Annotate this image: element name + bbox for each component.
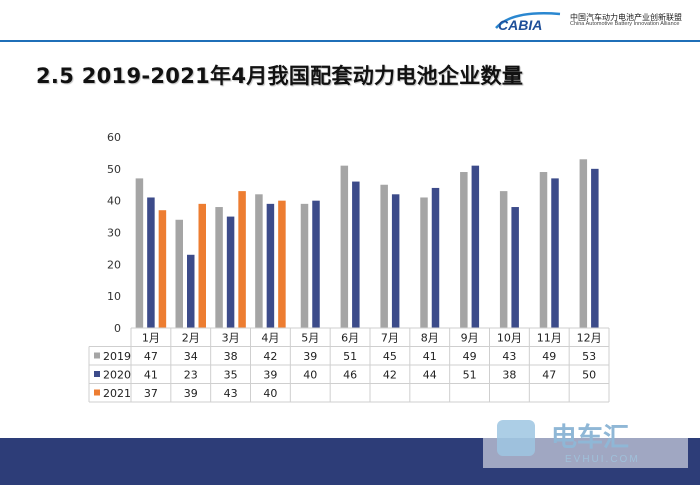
evhui-watermark: 电车汇 EVHUI.COM bbox=[483, 408, 688, 468]
data-label-2020-6月: 46 bbox=[343, 369, 357, 382]
bar-2020-7月 bbox=[391, 194, 400, 328]
legend-label-2021: 2021 bbox=[103, 387, 131, 400]
data-label-2019-1月: 47 bbox=[144, 350, 158, 363]
header-divider bbox=[0, 40, 700, 42]
data-label-2020-5月: 40 bbox=[303, 369, 317, 382]
bar-2019-4月 bbox=[255, 194, 263, 328]
y-tick-label: 40 bbox=[107, 195, 121, 208]
bar-2019-1月 bbox=[135, 178, 144, 328]
x-tick-label: 9月 bbox=[461, 332, 479, 345]
bar-2019-3月 bbox=[215, 207, 223, 328]
data-label-2020-4月: 39 bbox=[263, 369, 277, 382]
data-label-2019-3月: 38 bbox=[224, 350, 238, 363]
data-label-2019-9月: 49 bbox=[463, 350, 477, 363]
x-tick-label: 3月 bbox=[222, 332, 240, 345]
x-tick-label: 12月 bbox=[577, 332, 602, 345]
watermark-en: EVHUI.COM bbox=[565, 454, 640, 465]
x-tick-label: 5月 bbox=[301, 332, 319, 345]
bar-2019-5月 bbox=[300, 203, 309, 328]
bar-2019-8月 bbox=[420, 197, 428, 328]
data-label-2020-3月: 35 bbox=[224, 369, 238, 382]
x-tick-label: 4月 bbox=[261, 332, 279, 345]
data-label-2019-4月: 42 bbox=[263, 350, 277, 363]
bar-2019-12月 bbox=[579, 159, 588, 328]
bar-2020-10月 bbox=[511, 207, 519, 328]
x-tick-label: 6月 bbox=[341, 332, 359, 345]
y-tick-label: 30 bbox=[107, 227, 121, 240]
bar-2021-1月 bbox=[158, 210, 167, 328]
legend-swatch-2020 bbox=[94, 371, 100, 377]
bar-2019-9月 bbox=[460, 172, 468, 328]
bar-2020-5月 bbox=[312, 200, 320, 328]
y-tick-label: 60 bbox=[107, 131, 121, 144]
data-label-2019-8月: 41 bbox=[423, 350, 437, 363]
bar-2021-4月 bbox=[278, 200, 286, 328]
cabia-logo-mark: CABIA bbox=[492, 8, 564, 34]
bar-2019-11月 bbox=[539, 172, 548, 328]
bar-2020-6月 bbox=[352, 181, 360, 328]
bar-2020-9月 bbox=[471, 165, 480, 328]
bar-2020-11月 bbox=[551, 178, 559, 328]
bar-2019-6月 bbox=[340, 165, 349, 328]
bar-2020-3月 bbox=[226, 216, 235, 328]
cabia-logo: CABIA 中国汽车动力电池产业创新联盟 China Automotive Ba… bbox=[492, 8, 682, 34]
bar-2020-4月 bbox=[266, 203, 275, 328]
x-tick-label: 8月 bbox=[421, 332, 439, 345]
bar-2020-2月 bbox=[187, 254, 195, 328]
logo-chinese-name: 中国汽车动力电池产业创新联盟 bbox=[570, 12, 682, 22]
watermark-cn: 电车汇 bbox=[551, 422, 629, 453]
data-label-2019-7月: 45 bbox=[383, 350, 397, 363]
data-label-2020-11月: 47 bbox=[542, 369, 556, 382]
bar-2020-1月 bbox=[147, 197, 155, 328]
data-label-2021-2月: 39 bbox=[184, 387, 198, 400]
bar-2019-7月 bbox=[380, 184, 388, 328]
data-label-2020-1月: 41 bbox=[144, 369, 158, 382]
data-label-2021-3月: 43 bbox=[224, 387, 238, 400]
watermark-logo-icon bbox=[497, 420, 535, 456]
bar-2019-2月 bbox=[175, 219, 183, 328]
svg-text:CABIA: CABIA bbox=[498, 17, 542, 33]
data-label-2019-2月: 34 bbox=[184, 350, 198, 363]
bar-2021-2月 bbox=[198, 203, 206, 328]
logo-english-name: China Automotive Battery Innovation Alli… bbox=[570, 21, 680, 28]
data-label-2020-2月: 23 bbox=[184, 369, 198, 382]
x-tick-label: 7月 bbox=[381, 332, 399, 345]
legend-label-2020: 2020 bbox=[103, 369, 131, 382]
data-label-2019-10月: 43 bbox=[502, 350, 516, 363]
data-label-2021-1月: 37 bbox=[144, 387, 158, 400]
data-label-2019-12月: 53 bbox=[582, 350, 596, 363]
bar-2020-8月 bbox=[431, 187, 440, 328]
bar-2021-3月 bbox=[238, 191, 246, 328]
y-tick-label: 50 bbox=[107, 163, 121, 176]
data-label-2020-10月: 38 bbox=[502, 369, 516, 382]
data-label-2019-11月: 49 bbox=[542, 350, 556, 363]
legend-swatch-2019 bbox=[94, 352, 100, 359]
header-bar bbox=[0, 0, 700, 42]
x-tick-label: 11月 bbox=[537, 332, 562, 345]
slide-title: 2.5 2019-2021年4月我国配套动力电池企业数量 bbox=[36, 64, 524, 88]
data-label-2021-4月: 40 bbox=[263, 387, 277, 400]
data-label-2020-9月: 51 bbox=[463, 369, 477, 382]
data-label-2020-12月: 50 bbox=[582, 369, 596, 382]
y-tick-label: 10 bbox=[107, 290, 121, 303]
bar-2019-10月 bbox=[499, 191, 508, 328]
data-label-2020-7月: 42 bbox=[383, 369, 397, 382]
legend-label-2019: 2019 bbox=[103, 350, 131, 363]
x-tick-label: 2月 bbox=[182, 332, 200, 345]
bar-2020-12月 bbox=[591, 168, 599, 328]
x-tick-label: 1月 bbox=[142, 332, 160, 345]
data-label-2019-6月: 51 bbox=[343, 350, 357, 363]
legend-swatch-2021 bbox=[94, 389, 100, 396]
y-tick-label: 20 bbox=[107, 258, 121, 271]
data-label-2019-5月: 39 bbox=[303, 350, 317, 363]
data-label-2020-8月: 44 bbox=[423, 369, 437, 382]
y-tick-label: 0 bbox=[114, 322, 121, 335]
x-tick-label: 10月 bbox=[497, 332, 522, 345]
